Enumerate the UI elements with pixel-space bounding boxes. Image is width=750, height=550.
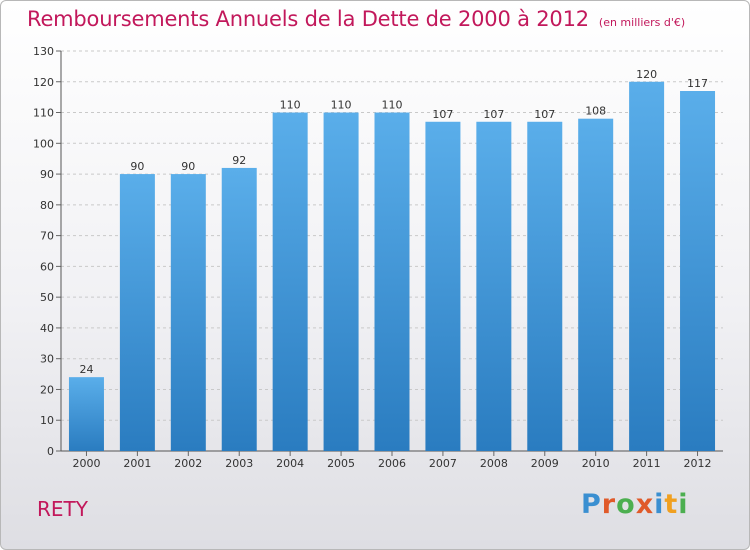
logo-letter: P bbox=[581, 489, 602, 520]
data-label: 110 bbox=[280, 99, 301, 112]
x-tick-label: 2003 bbox=[225, 457, 253, 470]
data-label: 110 bbox=[331, 99, 352, 112]
bar bbox=[323, 112, 359, 452]
commune-name: RETY bbox=[37, 497, 88, 521]
bar bbox=[680, 91, 716, 451]
y-tick-label: 130 bbox=[33, 45, 54, 58]
logo-letter: o bbox=[616, 489, 636, 520]
x-tick-label: 2011 bbox=[633, 457, 661, 470]
y-tick-label: 30 bbox=[40, 353, 54, 366]
bar bbox=[629, 81, 665, 452]
bar bbox=[119, 174, 155, 452]
bar bbox=[68, 377, 104, 451]
y-tick-label: 80 bbox=[40, 199, 54, 212]
y-tick-label: 10 bbox=[40, 414, 54, 427]
data-label: 110 bbox=[382, 99, 403, 112]
bar bbox=[170, 174, 206, 452]
chart-unit: (en milliers d'€) bbox=[598, 16, 686, 29]
bar bbox=[374, 112, 410, 452]
x-tick-label: 2010 bbox=[582, 457, 610, 470]
x-tick-label: 2005 bbox=[327, 457, 355, 470]
y-tick-label: 0 bbox=[47, 445, 54, 458]
data-label: 117 bbox=[687, 77, 708, 90]
y-tick-label: 110 bbox=[33, 107, 54, 120]
y-tick-label: 40 bbox=[40, 322, 54, 335]
x-tick-label: 2007 bbox=[429, 457, 457, 470]
y-tick-label: 60 bbox=[40, 260, 54, 273]
y-tick-label: 120 bbox=[33, 76, 54, 89]
chart-title: Remboursements Annuels de la Dette de 20… bbox=[27, 7, 685, 31]
bar bbox=[527, 121, 563, 452]
bar bbox=[221, 167, 257, 451]
data-label: 24 bbox=[79, 363, 93, 376]
logo-letter: x bbox=[635, 489, 655, 520]
bar bbox=[578, 118, 614, 451]
y-tick-label: 20 bbox=[40, 383, 54, 396]
bar bbox=[425, 121, 461, 452]
chart-title-text: Remboursements Annuels de la Dette de 20… bbox=[27, 7, 589, 31]
x-tick-label: 2004 bbox=[276, 457, 304, 470]
logo-letter: i bbox=[678, 489, 689, 520]
x-tick-label: 2000 bbox=[72, 457, 100, 470]
bar bbox=[272, 112, 308, 452]
data-label: 90 bbox=[130, 160, 144, 173]
x-tick-label: 2012 bbox=[684, 457, 712, 470]
x-tick-label: 2002 bbox=[174, 457, 202, 470]
data-label: 107 bbox=[432, 108, 453, 121]
logo-letter: i bbox=[654, 489, 665, 520]
y-tick-label: 100 bbox=[33, 137, 54, 150]
y-tick-label: 50 bbox=[40, 291, 54, 304]
data-label: 120 bbox=[636, 68, 657, 81]
data-label: 108 bbox=[585, 105, 606, 118]
y-tick-label: 90 bbox=[40, 168, 54, 181]
logo-letter: r bbox=[601, 489, 617, 520]
data-label: 107 bbox=[483, 108, 504, 121]
logo-letter: t bbox=[664, 489, 679, 520]
y-tick-label: 70 bbox=[40, 230, 54, 243]
data-label: 92 bbox=[232, 154, 246, 167]
proxiti-logo: Proxiti bbox=[581, 489, 689, 520]
data-label: 107 bbox=[534, 108, 555, 121]
x-tick-label: 2006 bbox=[378, 457, 406, 470]
x-tick-label: 2008 bbox=[480, 457, 508, 470]
x-tick-label: 2001 bbox=[123, 457, 151, 470]
bar bbox=[476, 121, 512, 452]
x-tick-label: 2009 bbox=[531, 457, 559, 470]
data-label: 90 bbox=[181, 160, 195, 173]
